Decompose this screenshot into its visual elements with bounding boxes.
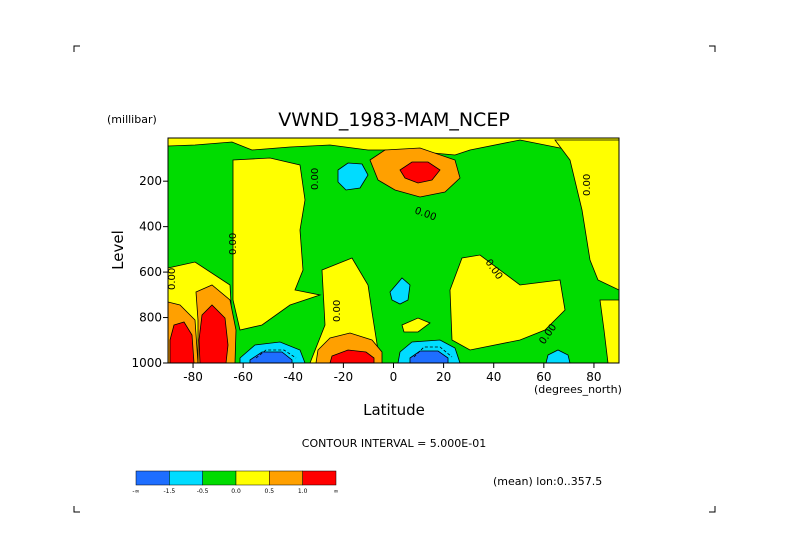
colorbar-swatch xyxy=(169,470,203,486)
jet-core-red xyxy=(399,161,441,184)
mid-cyan xyxy=(389,277,411,305)
colorbar-swatch xyxy=(135,470,170,486)
x-units: (degrees_north) xyxy=(534,383,622,396)
y-tick-label: 600 xyxy=(139,265,162,279)
colorbar-swatch xyxy=(302,470,337,486)
x-tick-label: -80 xyxy=(183,370,203,384)
x-axis: -80 -60 -40 -20 0 20 40 60 80 xyxy=(183,363,602,384)
surface-cyan-3 xyxy=(545,349,571,364)
colorbar: -∞ -1.5 -0.5 0.0 0.5 1.0 ∞ xyxy=(132,470,339,495)
colorbar-label: 0.0 xyxy=(231,488,241,495)
y-tick-label: 800 xyxy=(139,311,162,325)
contour-label-3: 0.00 xyxy=(332,300,343,322)
red-fill-regions xyxy=(169,161,441,364)
x-tick-label: 0 xyxy=(390,370,398,384)
x-tick-label: 20 xyxy=(436,370,451,384)
y-axis: 200 400 600 800 1000 xyxy=(131,174,168,370)
y-tick-label: 1000 xyxy=(131,356,162,370)
colorbar-label: 0.5 xyxy=(265,488,275,495)
colorbar-label: -0.5 xyxy=(197,488,209,495)
upper-cyan xyxy=(337,162,369,191)
contour-interval-text: CONTOUR INTERVAL = 5.000E-01 xyxy=(302,437,486,450)
colorbar-swatch xyxy=(235,470,270,486)
x-axis-label: Latitude xyxy=(363,401,425,419)
x-tick-label: -40 xyxy=(283,370,303,384)
x-tick-label: 40 xyxy=(486,370,501,384)
crop-marks xyxy=(73,45,716,513)
x-tick-label: 60 xyxy=(536,370,551,384)
colorbar-label: -1.5 xyxy=(163,488,175,495)
colorbar-swatch xyxy=(269,470,303,486)
contour-label-8: 0.00 xyxy=(167,268,178,290)
y-units: (millibar) xyxy=(107,113,157,126)
contour-label-7: 0.00 xyxy=(582,174,593,196)
plot-area: 0.00 0.00 0.00 0.00 0.00 0.00 0.00 0.00 xyxy=(167,137,620,364)
y-tick-label: 200 xyxy=(139,174,162,188)
colorbar-swatch xyxy=(202,470,237,486)
negative-contours xyxy=(255,346,453,359)
x-tick-label: -20 xyxy=(334,370,354,384)
region-small-yellow-1 xyxy=(401,317,431,333)
neg-contour-2 xyxy=(413,346,453,358)
contour-label-1: 0.00 xyxy=(228,233,239,255)
contour-label-2: 0.00 xyxy=(310,168,321,190)
neg-contour-1 xyxy=(255,349,297,359)
colorbar-label: 1.0 xyxy=(298,488,308,495)
region-nh-yellow xyxy=(449,254,566,351)
sh-surface-red-2 xyxy=(198,304,229,364)
colorbar-label: ∞ xyxy=(334,488,339,495)
x-tick-label: -60 xyxy=(233,370,253,384)
chart-title: VWND_1983-MAM_NCEP xyxy=(278,109,510,131)
y-axis-label: Level xyxy=(109,230,127,270)
mean-text: (mean) lon:0..357.5 xyxy=(493,475,602,488)
region-sh-yellow xyxy=(232,157,322,331)
colorbar-label: -∞ xyxy=(132,488,139,495)
y-tick-label: 400 xyxy=(139,220,162,234)
x-tick-label: 80 xyxy=(586,370,601,384)
